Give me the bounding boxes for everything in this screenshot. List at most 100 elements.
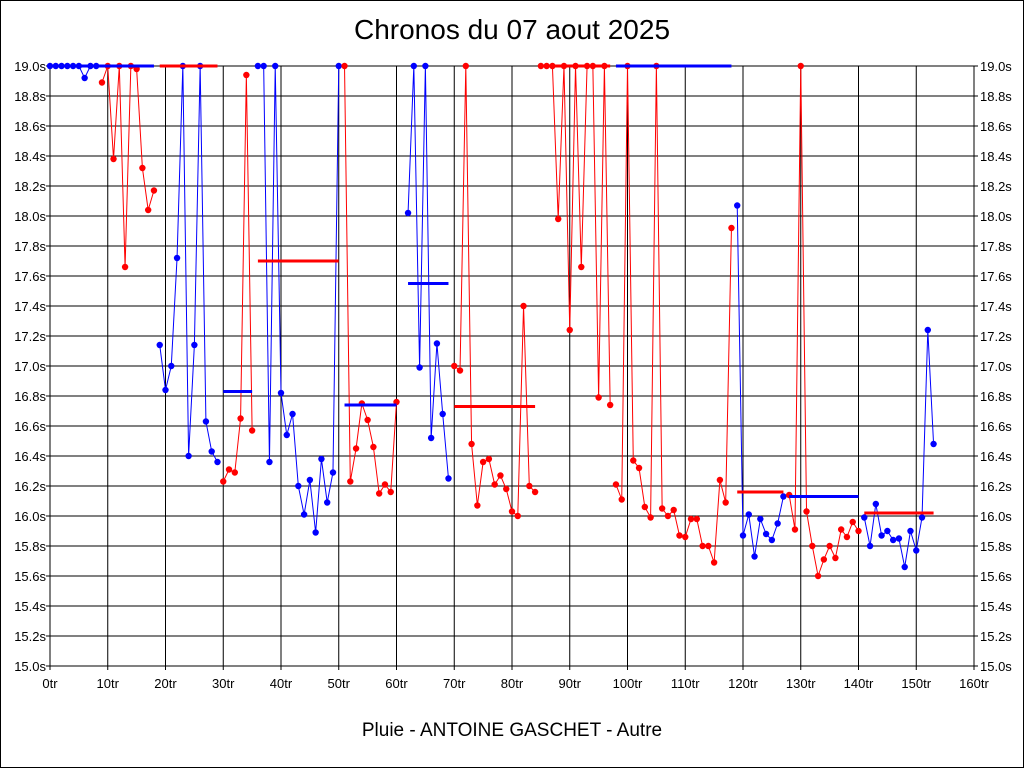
data-point-blue <box>272 62 279 70</box>
y-tick-label-left: 17.6s <box>14 269 46 284</box>
data-point-red <box>647 514 654 521</box>
data-point-red <box>341 62 348 70</box>
data-point-blue <box>739 532 747 539</box>
data-point-blue <box>312 529 319 536</box>
data-point-blue <box>895 535 903 542</box>
series-line-red <box>222 74 253 482</box>
x-tick-label: 140tr <box>844 676 874 691</box>
y-tick-label-left: 18.2s <box>14 179 46 194</box>
data-point-blue <box>757 515 764 523</box>
data-point-red <box>595 394 602 401</box>
y-tick-label-right: 18.6s <box>980 119 1012 134</box>
data-point-red <box>451 362 458 370</box>
y-tick-label-left: 17.2s <box>14 329 46 344</box>
data-point-blue <box>300 511 308 518</box>
data-point-blue <box>734 202 741 209</box>
data-point-red <box>693 515 700 523</box>
data-point-red <box>531 488 539 496</box>
data-point-blue <box>422 62 429 70</box>
data-point-red <box>849 518 856 526</box>
data-point-red <box>658 505 666 512</box>
y-tick-label-right: 18.8s <box>980 89 1012 104</box>
y-tick-label-left: 15.0s <box>14 659 46 674</box>
y-tick-label-right: 16.6s <box>980 419 1012 434</box>
data-point-red <box>139 164 146 172</box>
y-tick-label-right: 17.8s <box>980 239 1012 254</box>
data-point-blue <box>878 532 885 539</box>
y-tick-label-left: 16.4s <box>14 449 46 464</box>
data-point-blue <box>404 209 412 217</box>
data-point-red <box>468 440 475 448</box>
data-point-red <box>555 215 562 223</box>
data-point-blue <box>283 431 290 439</box>
data-point-blue <box>208 448 215 455</box>
x-tick-label: 0tr <box>42 676 58 691</box>
series-line-red <box>344 65 397 495</box>
y-tick-label-left: 19.0s <box>14 59 46 74</box>
y-tick-label-left: 17.8s <box>14 239 46 254</box>
series-line-blue <box>736 205 784 557</box>
data-point-red <box>110 155 117 163</box>
data-point-red <box>618 496 625 503</box>
data-point-blue <box>768 536 776 544</box>
y-tick-label-left: 15.2s <box>14 629 46 644</box>
data-point-red <box>225 466 233 473</box>
x-tick-label: 30tr <box>212 676 235 691</box>
data-point-red <box>526 482 533 490</box>
y-tick-label-right: 17.6s <box>980 269 1012 284</box>
data-point-red <box>474 502 481 509</box>
data-point-red <box>803 508 810 515</box>
data-point-blue <box>277 389 285 397</box>
x-tick-label: 60tr <box>385 676 408 691</box>
data-point-blue <box>901 563 908 571</box>
data-point-blue <box>884 527 891 535</box>
data-point-blue <box>318 455 325 463</box>
data-point-red <box>485 455 493 463</box>
x-tick-label: 160tr <box>959 676 989 691</box>
data-point-red <box>855 527 862 535</box>
data-point-red <box>716 476 724 484</box>
data-point-blue <box>329 469 337 476</box>
data-point-red <box>630 457 637 464</box>
y-tick-label-left: 18.6s <box>14 119 46 134</box>
data-point-blue <box>439 410 446 418</box>
data-point-blue <box>202 418 210 425</box>
y-tick-label-left: 15.4s <box>14 599 46 614</box>
series-line-red <box>101 65 155 268</box>
data-point-red <box>820 556 828 563</box>
data-point-red <box>370 443 377 451</box>
data-point-red <box>705 542 712 550</box>
data-point-blue <box>745 511 752 518</box>
y-tick-label-right: 17.4s <box>980 299 1012 314</box>
data-point-red <box>578 263 585 271</box>
x-tick-label: 40tr <box>270 676 293 691</box>
data-point-red <box>791 526 799 533</box>
data-point-red <box>710 559 718 566</box>
data-point-red <box>676 532 683 539</box>
data-point-red <box>606 401 614 409</box>
y-tick-label-right: 16.8s <box>980 389 1012 404</box>
series-line-blue <box>407 65 449 479</box>
data-point-red <box>722 499 729 506</box>
y-tick-label-left: 15.8s <box>14 539 46 554</box>
data-point-blue <box>889 536 897 544</box>
data-point-red <box>699 542 706 550</box>
chart-subtitle: Pluie - ANTOINE GASCHET - Autre <box>361 720 663 741</box>
data-point-blue <box>427 434 435 442</box>
data-point-red <box>98 79 106 86</box>
data-point-red <box>375 490 383 497</box>
chart-title: Chronos du 07 aout 2025 <box>353 14 671 45</box>
y-tick-label-left: 17.0s <box>14 359 46 374</box>
data-point-blue <box>173 254 181 262</box>
data-point-blue <box>913 547 920 554</box>
data-point-red <box>456 367 464 374</box>
data-point-red <box>220 478 227 485</box>
data-point-blue <box>266 458 273 466</box>
data-point-blue <box>254 62 262 70</box>
data-point-blue <box>445 475 452 482</box>
data-point-red <box>237 415 244 422</box>
data-point-red <box>797 62 804 70</box>
y-tick-label-right: 15.2s <box>980 629 1012 644</box>
data-point-blue <box>861 514 868 521</box>
data-point-blue <box>335 62 342 70</box>
